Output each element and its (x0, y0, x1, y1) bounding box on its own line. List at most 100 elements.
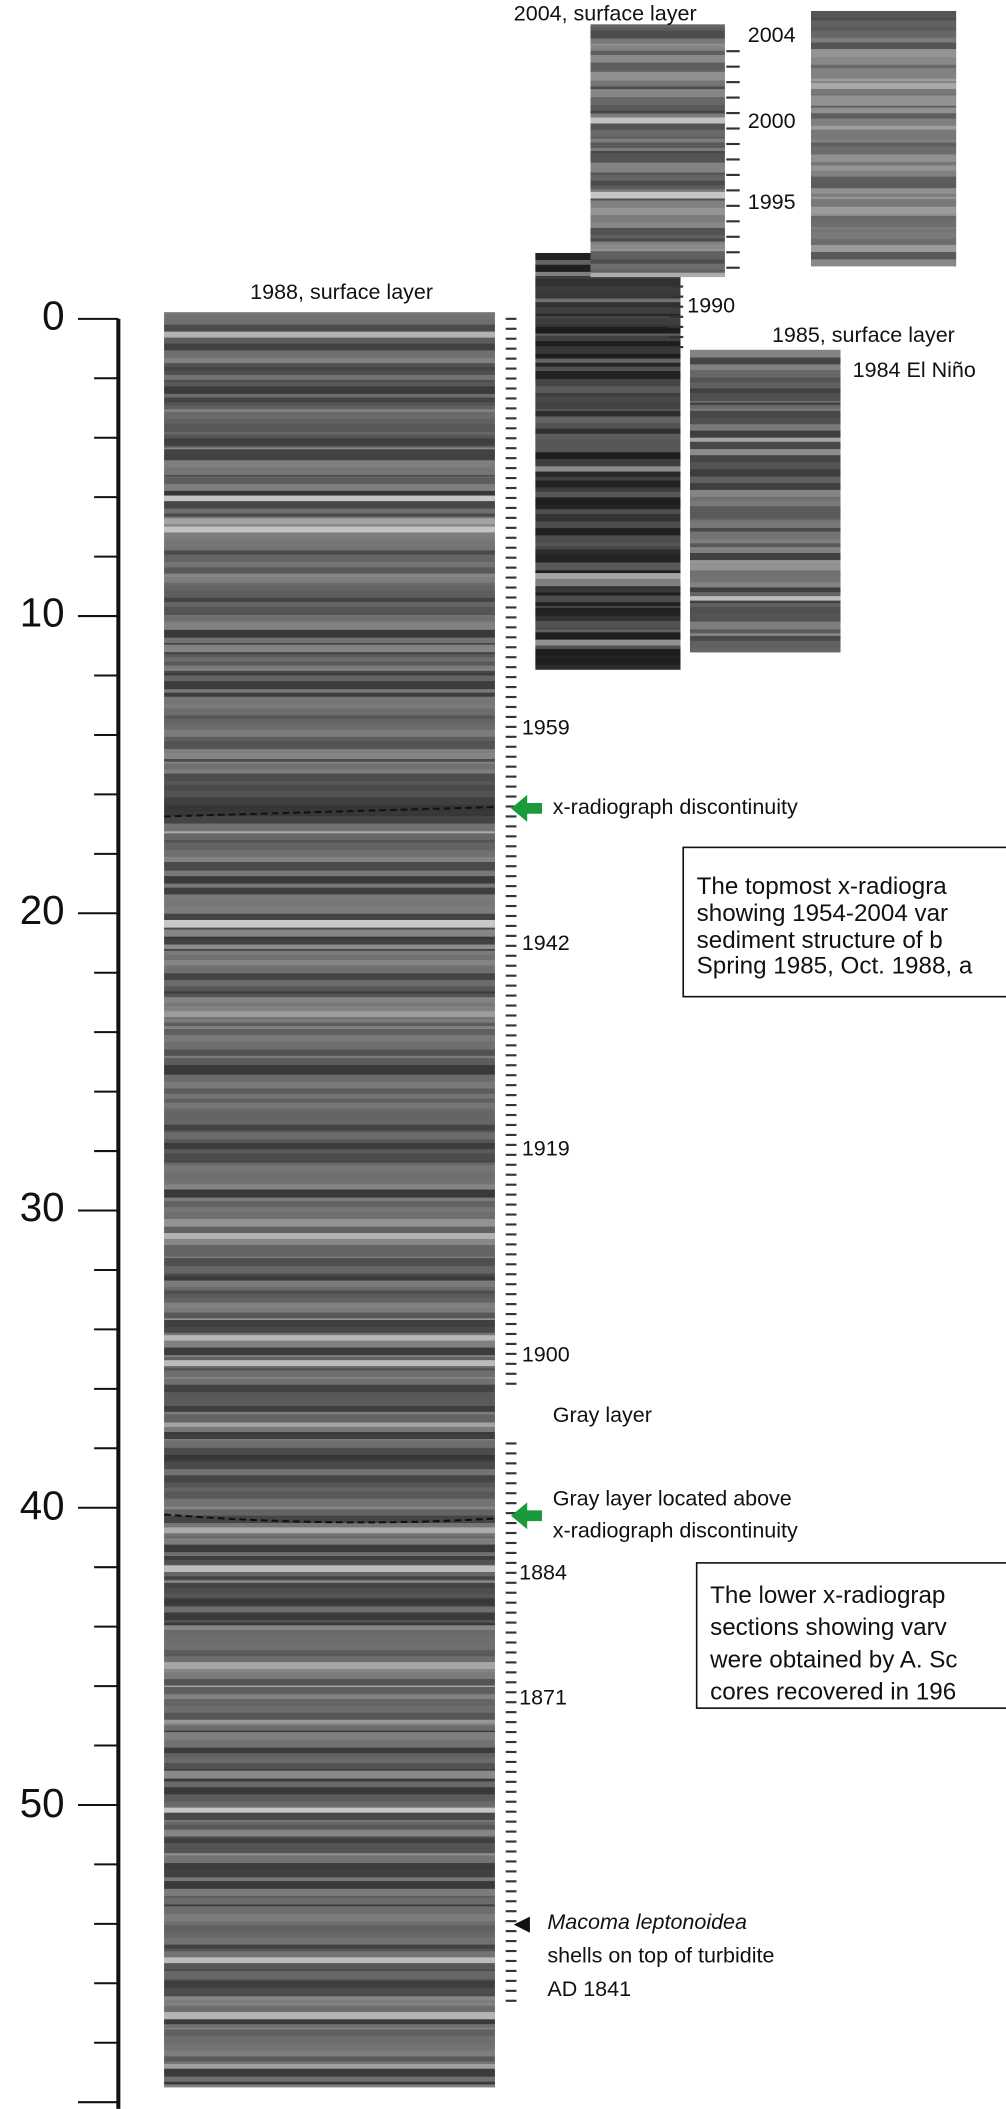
varve (164, 812, 495, 817)
varve (535, 409, 681, 412)
varve (164, 1459, 495, 1462)
varve (164, 629, 495, 638)
varve (164, 1434, 495, 1440)
varve (535, 428, 681, 434)
varve (164, 412, 495, 420)
varve (164, 2061, 495, 2064)
varve (164, 1699, 495, 1706)
varve (535, 402, 681, 410)
varve (689, 357, 841, 365)
varve (689, 388, 841, 394)
varve (810, 220, 957, 228)
varve (164, 337, 495, 344)
varve (164, 1139, 495, 1144)
varve (164, 449, 495, 455)
varve (164, 438, 495, 446)
varve (164, 1906, 495, 1914)
varve (164, 1565, 495, 1573)
varve (164, 526, 495, 533)
varve (164, 405, 495, 410)
varve (590, 153, 725, 159)
varve (164, 2024, 495, 2028)
varve (164, 617, 495, 621)
varve (164, 1422, 495, 1428)
varve (689, 404, 841, 407)
varve (689, 489, 841, 497)
box-text: sections showing varv (710, 1614, 948, 1641)
varve (590, 244, 725, 249)
varve (689, 600, 841, 604)
varve (164, 1041, 495, 1050)
annotation: Gray layer (553, 1403, 652, 1427)
varve (164, 487, 495, 491)
varve (164, 1081, 495, 1089)
varve (164, 831, 495, 834)
varve (164, 374, 495, 380)
varve (164, 1016, 495, 1020)
year-label: 1900 (522, 1342, 570, 1366)
varve (590, 162, 725, 166)
varve (164, 1356, 495, 1361)
varve (164, 1189, 495, 1198)
varve (164, 1088, 495, 1094)
varve (590, 180, 725, 186)
varve (164, 1355, 495, 1357)
varve (164, 823, 495, 832)
varve (535, 358, 681, 363)
varve (590, 89, 725, 98)
varve (689, 406, 841, 409)
varve (164, 1239, 495, 1246)
varve (689, 455, 841, 463)
varve (590, 80, 725, 87)
varve (810, 188, 957, 194)
varve (689, 648, 841, 653)
varve (164, 1820, 495, 1822)
varve (535, 497, 681, 506)
varve (164, 1280, 495, 1288)
varve (164, 1340, 495, 1348)
varve (164, 708, 495, 716)
varve (164, 1102, 495, 1109)
varve (689, 528, 841, 532)
varve (164, 1398, 495, 1407)
varve (164, 1630, 495, 1635)
varve (164, 1948, 495, 1952)
varve (164, 1843, 495, 1847)
varve (164, 1753, 495, 1758)
varve (164, 1384, 495, 1393)
varve (164, 518, 495, 525)
depth-label: 0 (42, 292, 64, 338)
varve (590, 86, 725, 90)
varve (164, 1669, 495, 1673)
varve (164, 955, 495, 961)
varve (810, 165, 957, 171)
varve (689, 613, 841, 617)
varve (164, 657, 495, 662)
varve (164, 516, 495, 519)
varve (810, 26, 957, 32)
varve (535, 570, 681, 574)
varve (689, 570, 841, 576)
varve (810, 239, 957, 245)
varve (164, 1888, 495, 1896)
varve (535, 586, 681, 588)
varve (164, 1093, 495, 1099)
varve (164, 1392, 495, 1399)
varve (810, 113, 957, 119)
varve (164, 1347, 495, 1356)
varve (164, 644, 495, 647)
varve (164, 769, 495, 774)
varve (590, 259, 725, 264)
varve (535, 602, 681, 607)
varve (164, 840, 495, 843)
varve (164, 1620, 495, 1623)
varve (164, 1065, 495, 1072)
varve (164, 1904, 495, 1907)
varve (689, 547, 841, 550)
varve (164, 899, 495, 907)
varve (164, 1482, 495, 1488)
x-radiograph (535, 252, 681, 670)
varve (164, 1921, 495, 1926)
varve (164, 1184, 495, 1190)
varve (164, 539, 495, 548)
